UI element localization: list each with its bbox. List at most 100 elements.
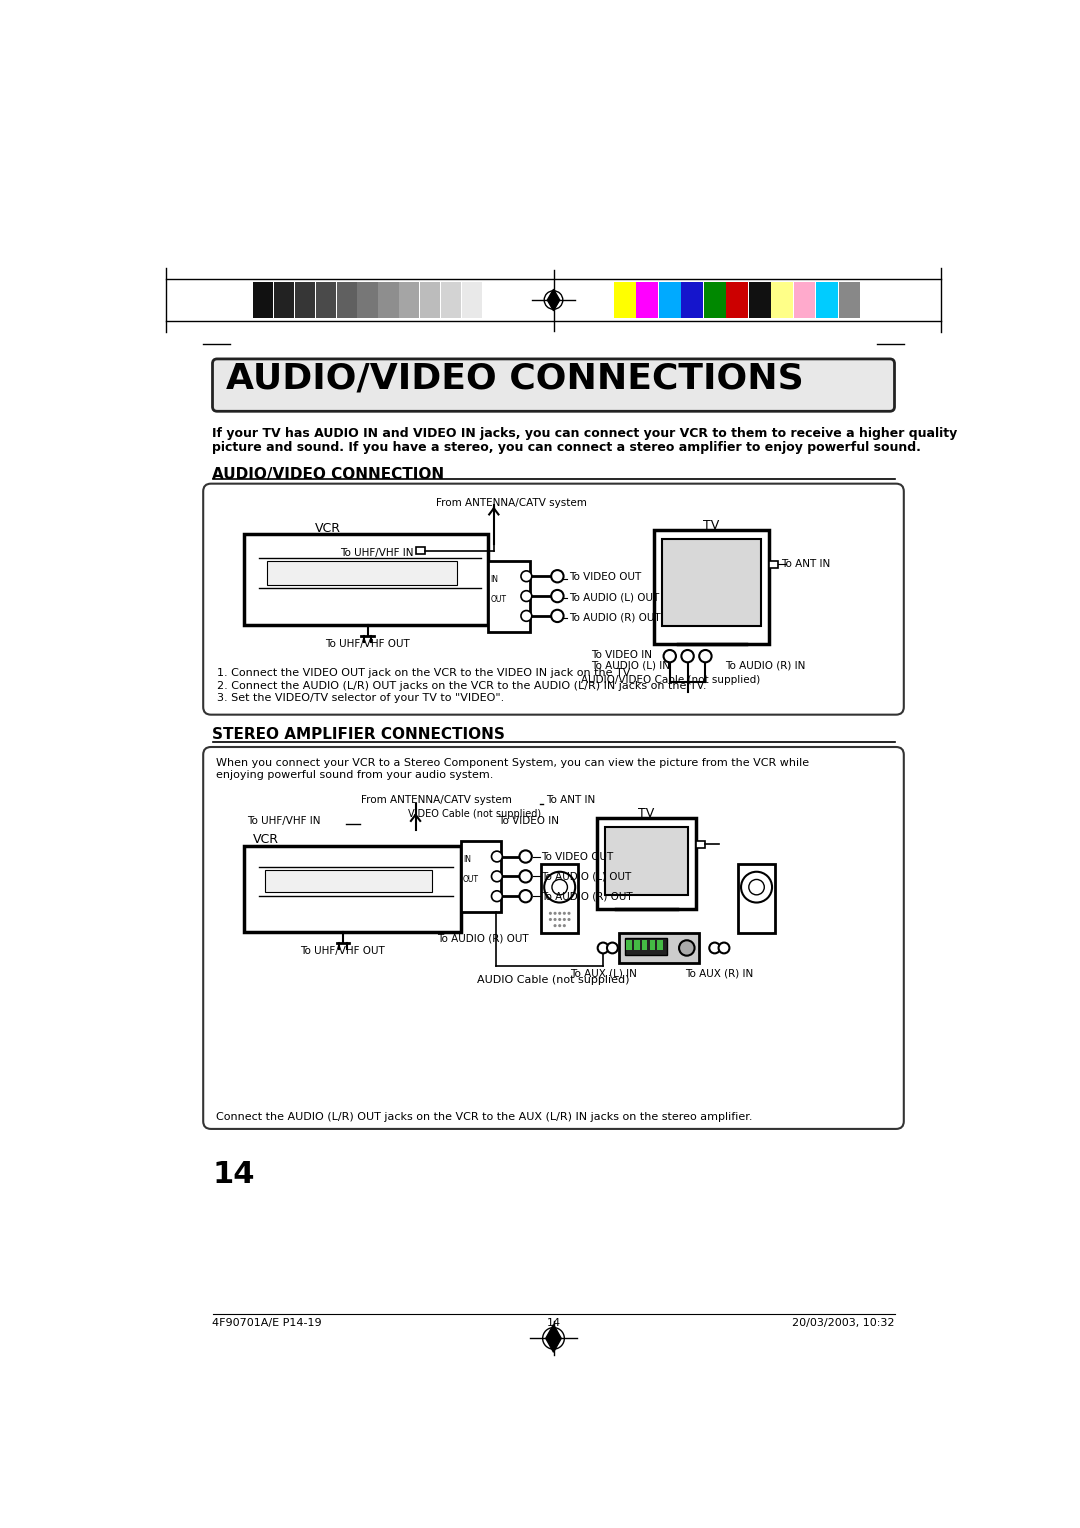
Text: AUDIO/VIDEO Cable (not supplied): AUDIO/VIDEO Cable (not supplied) (581, 675, 760, 685)
Text: To UHF/VHF IN: To UHF/VHF IN (246, 816, 320, 827)
Circle shape (521, 611, 531, 622)
Circle shape (519, 889, 531, 903)
Bar (460, 840, 501, 912)
Bar (816, 283, 838, 318)
Bar (400, 283, 419, 318)
Bar (619, 934, 699, 963)
Bar (626, 940, 632, 949)
Bar (839, 283, 861, 318)
Polygon shape (545, 1325, 562, 1352)
Bar (794, 283, 815, 318)
Circle shape (552, 880, 567, 895)
Text: To AUDIO (R) IN: To AUDIO (R) IN (726, 660, 806, 671)
Circle shape (554, 912, 556, 915)
Bar (541, 863, 578, 934)
Circle shape (519, 851, 531, 863)
Text: VCR: VCR (314, 523, 341, 535)
Text: To VIDEO IN: To VIDEO IN (498, 816, 558, 827)
Circle shape (567, 912, 570, 915)
Bar (748, 283, 770, 318)
Text: To VIDEO IN: To VIDEO IN (591, 649, 651, 660)
Text: To UHF/VHF OUT: To UHF/VHF OUT (300, 946, 386, 955)
Bar (625, 938, 667, 955)
Circle shape (551, 570, 564, 582)
Text: VIDEO Cable (not supplied): VIDEO Cable (not supplied) (408, 808, 541, 819)
Circle shape (607, 943, 618, 953)
Text: OUT: OUT (490, 594, 507, 604)
Circle shape (710, 943, 720, 953)
Text: To AUDIO (L) OUT: To AUDIO (L) OUT (541, 872, 632, 882)
Bar (483, 283, 503, 318)
Bar (662, 539, 761, 626)
Circle shape (521, 571, 531, 582)
Bar (416, 547, 424, 553)
Text: AUDIO/VIDEO CONNECTION: AUDIO/VIDEO CONNECTION (213, 466, 445, 481)
Bar (649, 940, 656, 949)
Circle shape (679, 940, 694, 955)
Bar (681, 283, 703, 318)
Text: Connect the AUDIO (L/R) OUT jacks on the VCR to the AUX (L/R) IN jacks on the st: Connect the AUDIO (L/R) OUT jacks on the… (216, 1112, 752, 1122)
Bar (253, 283, 273, 318)
Text: To AUX (R) IN: To AUX (R) IN (685, 969, 754, 979)
Text: To AUDIO (R) OUT: To AUDIO (R) OUT (541, 891, 633, 902)
Circle shape (681, 649, 693, 662)
Circle shape (597, 943, 608, 953)
Text: To AUDIO (L) IN: To AUDIO (L) IN (591, 660, 670, 671)
Circle shape (558, 918, 562, 921)
Circle shape (563, 924, 566, 927)
Bar (597, 817, 697, 909)
Circle shape (558, 924, 562, 927)
Text: IN: IN (463, 856, 471, 863)
FancyBboxPatch shape (203, 747, 904, 1129)
Text: 3. Set the VIDEO/TV selector of your TV to "VIDEO".: 3. Set the VIDEO/TV selector of your TV … (217, 694, 504, 703)
Text: enjoying powerful sound from your audio system.: enjoying powerful sound from your audio … (216, 770, 492, 781)
Bar (441, 283, 461, 318)
Text: OUT: OUT (463, 876, 478, 883)
Text: picture and sound. If you have a stereo, you can connect a stereo amplifier to e: picture and sound. If you have a stereo,… (213, 440, 921, 454)
Text: 14: 14 (546, 1319, 561, 1328)
Bar (605, 827, 688, 895)
Bar (337, 283, 356, 318)
Text: TV: TV (703, 520, 719, 532)
Text: AUDIO/VIDEO CONNECTIONS: AUDIO/VIDEO CONNECTIONS (227, 362, 805, 396)
Circle shape (699, 649, 712, 662)
Text: AUDIO Cable (not supplied): AUDIO Cable (not supplied) (477, 975, 630, 986)
Bar (295, 283, 314, 318)
Text: To AUDIO (R) OUT: To AUDIO (R) OUT (569, 613, 661, 622)
Text: 20/03/2003, 10:32: 20/03/2003, 10:32 (792, 1319, 894, 1328)
Text: To ANT IN: To ANT IN (545, 795, 595, 805)
Bar (243, 535, 488, 625)
Circle shape (554, 918, 556, 921)
FancyBboxPatch shape (203, 484, 904, 715)
Text: To AUX (L) IN: To AUX (L) IN (569, 969, 636, 979)
Circle shape (554, 924, 556, 927)
Bar (658, 940, 663, 949)
Bar (634, 940, 639, 949)
Circle shape (544, 872, 576, 903)
Circle shape (663, 649, 676, 662)
Bar (659, 283, 680, 318)
Circle shape (741, 872, 772, 903)
Circle shape (563, 912, 566, 915)
Bar (488, 561, 530, 631)
Bar (357, 283, 378, 318)
Text: From ANTENNA/CATV system: From ANTENNA/CATV system (362, 795, 512, 805)
Text: 1. Connect the VIDEO OUT jack on the VCR to the VIDEO IN jack on the TV.: 1. Connect the VIDEO OUT jack on the VCR… (217, 668, 633, 678)
Circle shape (563, 918, 566, 921)
Circle shape (491, 891, 502, 902)
Circle shape (558, 912, 562, 915)
Text: To VIDEO OUT: To VIDEO OUT (569, 573, 642, 582)
Text: To AUDIO (R) OUT: To AUDIO (R) OUT (437, 934, 529, 943)
Text: When you connect your VCR to a Stereo Component System, you can view the picture: When you connect your VCR to a Stereo Co… (216, 758, 809, 767)
Bar (420, 283, 441, 318)
Text: To AUDIO (L) OUT: To AUDIO (L) OUT (569, 593, 659, 602)
Circle shape (718, 943, 729, 953)
Bar (697, 840, 705, 848)
Text: VCR: VCR (253, 833, 279, 847)
Text: To VIDEO OUT: To VIDEO OUT (541, 853, 613, 862)
Text: From ANTENNA/CATV system: From ANTENNA/CATV system (435, 498, 586, 507)
Bar (273, 283, 294, 318)
Circle shape (521, 591, 531, 602)
Circle shape (551, 610, 564, 622)
Bar (378, 283, 399, 318)
